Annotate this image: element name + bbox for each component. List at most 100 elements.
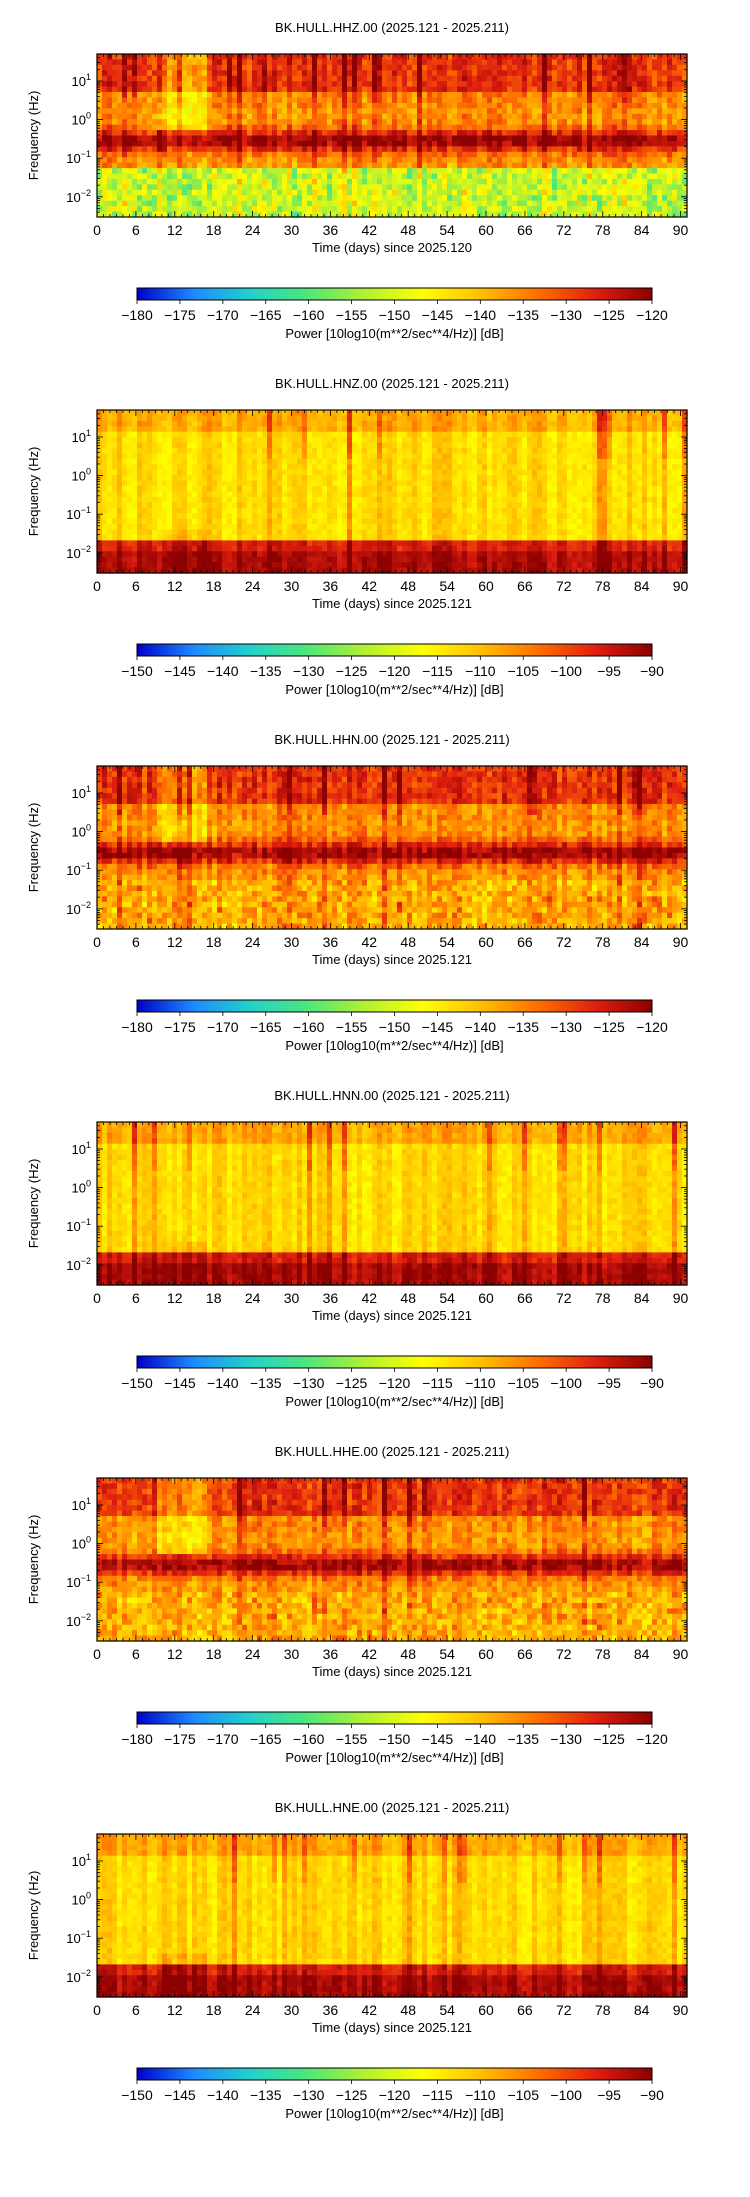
spectrogram-cell	[252, 513, 258, 520]
spectrogram-cell	[557, 157, 563, 164]
spectrogram-cell	[392, 75, 398, 82]
spectrogram-cell	[232, 70, 238, 77]
spectrogram-cell	[367, 162, 373, 169]
spectrogram-cell	[122, 420, 128, 427]
spectrogram-cell	[202, 524, 208, 531]
spectrogram-cell	[217, 480, 223, 487]
spectrogram-cell	[122, 173, 128, 180]
spectrogram-cell	[367, 59, 373, 66]
spectrogram-cell	[182, 157, 188, 164]
spectrogram-cell	[497, 189, 503, 196]
spectrogram-cell	[177, 469, 183, 476]
spectrogram-cell	[597, 75, 603, 82]
spectrogram-cell	[247, 130, 253, 137]
spectrogram-cell	[347, 70, 353, 77]
spectrogram-cell	[672, 97, 678, 104]
spectrogram-cell	[667, 59, 673, 66]
spectrogram-cell	[537, 162, 543, 169]
spectrogram-cell	[352, 206, 358, 213]
spectrogram-cell	[417, 124, 423, 131]
spectrogram-cell	[682, 173, 688, 180]
spectrogram-cell	[552, 119, 558, 126]
spectrogram-cell	[167, 448, 173, 455]
spectrogram-cell	[172, 113, 178, 120]
spectrogram-cell	[162, 491, 168, 498]
spectrogram-cell	[167, 442, 173, 449]
spectrogram-cell	[407, 151, 413, 158]
spectrogram-cell	[147, 518, 153, 525]
spectrogram-cell	[267, 135, 273, 142]
spectrogram-cell	[277, 518, 283, 525]
spectrogram-cell	[117, 442, 123, 449]
spectrogram-cell	[377, 173, 383, 180]
spectrogram-cell	[577, 97, 583, 104]
spectrogram-cell	[332, 189, 338, 196]
spectrogram-cell	[272, 184, 278, 191]
spectrogram-cell	[547, 200, 553, 207]
spectrogram-cell	[647, 211, 653, 218]
spectrogram-cell	[187, 415, 193, 422]
spectrogram-cell	[142, 556, 148, 563]
spectrogram-cell	[152, 507, 158, 514]
spectrogram-cell	[117, 162, 123, 169]
spectrogram-cell	[432, 113, 438, 120]
spectrogram-cell	[482, 92, 488, 99]
spectrogram-cell	[482, 189, 488, 196]
spectrogram-cell	[372, 130, 378, 137]
spectrogram-cell	[147, 140, 153, 147]
spectrogram-cell	[627, 59, 633, 66]
spectrogram-cell	[102, 545, 108, 552]
spectrogram-cell	[382, 200, 388, 207]
spectrogram-cell	[622, 102, 628, 109]
spectrogram-cell	[197, 410, 203, 417]
spectrogram-cell	[172, 124, 178, 131]
spectrogram-cell	[442, 173, 448, 180]
spectrogram-cell	[212, 524, 218, 531]
spectrogram-cell	[182, 567, 188, 574]
spectrogram-cell	[102, 135, 108, 142]
spectrogram-cell	[607, 70, 613, 77]
spectrogram-cell	[372, 119, 378, 126]
spectrogram-cell	[352, 81, 358, 88]
spectrogram-cell	[542, 102, 548, 109]
spectrogram-cell	[387, 173, 393, 180]
spectrogram-cell	[112, 448, 118, 455]
spectrogram-cell	[532, 211, 538, 218]
spectrogram-cell	[567, 140, 573, 147]
spectrogram-cell	[157, 431, 163, 438]
spectrogram-cell	[637, 108, 643, 115]
spectrogram-cell	[167, 86, 173, 93]
spectrogram-cell	[662, 124, 668, 131]
spectrogram-cell	[252, 437, 258, 444]
spectrogram-cell	[282, 189, 288, 196]
spectrogram-cell	[572, 124, 578, 131]
spectrogram-cell	[177, 464, 183, 471]
spectrogram-cell	[387, 157, 393, 164]
spectrogram-cell	[242, 135, 248, 142]
spectrogram-cell	[412, 113, 418, 120]
spectrogram-cell	[392, 168, 398, 175]
spectrogram-cell	[287, 211, 293, 218]
spectrogram-cell	[107, 518, 113, 525]
spectrogram-cell	[272, 507, 278, 514]
spectrogram-cell	[422, 124, 428, 131]
spectrogram-cell	[517, 59, 523, 66]
spectrogram-cell	[247, 211, 253, 218]
spectrogram-cell	[232, 442, 238, 449]
spectrogram-cell	[387, 140, 393, 147]
spectrogram-cell	[632, 168, 638, 175]
spectrogram-cell	[237, 562, 243, 569]
spectrogram-cell	[137, 448, 143, 455]
spectrogram-cell	[207, 162, 213, 169]
spectrogram-cell	[312, 119, 318, 126]
spectrogram-cell	[242, 540, 248, 547]
spectrogram-cell	[97, 524, 103, 531]
spectrogram-cell	[137, 556, 143, 563]
spectrogram-cell	[432, 151, 438, 158]
spectrogram-cell	[587, 157, 593, 164]
spectrogram-cell	[517, 97, 523, 104]
spectrogram-cell	[362, 168, 368, 175]
spectrogram-cell	[462, 70, 468, 77]
spectrogram-cell	[562, 162, 568, 169]
spectrogram-cell	[582, 162, 588, 169]
